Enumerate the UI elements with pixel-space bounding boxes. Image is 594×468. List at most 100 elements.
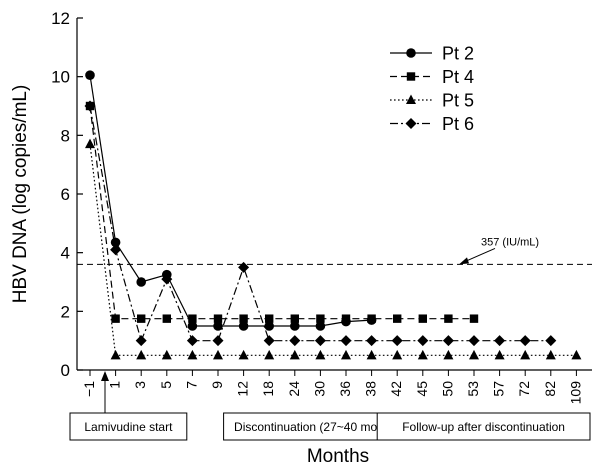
phase-box: Discontinuation (27~40 mo) [223,412,393,441]
data-point [366,335,378,347]
reference-label-arrowhead [459,257,469,265]
reference-label-arrow [462,247,496,263]
data-point [519,335,531,347]
data-point [263,335,275,347]
data-point [341,349,351,360]
x-tick-label: 12 [235,381,251,397]
legend-item: Pt 2 [390,44,474,64]
data-point [571,349,582,360]
data-point [84,100,96,112]
data-point [135,335,147,347]
legend-item: Pt 6 [390,114,474,134]
phase-box: Lamivudine start [69,412,188,441]
legend-label: Pt 4 [442,67,474,87]
x-ticks: −1 1 3 5 7 9 12 18 24 30 36 38 42 45 50 53 57 72 82 109 [81,370,583,404]
data-point [213,349,223,360]
data-point [340,335,352,347]
data-point [110,237,121,248]
y-tick-label: 0 [61,361,70,380]
data-point [213,321,223,331]
data-point [442,335,454,347]
data-point [314,335,326,347]
x-axis-title: Months [307,446,369,467]
data-point [111,314,120,323]
y-tick-label: 4 [61,244,70,263]
data-point [315,321,326,331]
legend-marker [406,94,416,104]
data-point [264,321,275,331]
data-point [391,335,403,347]
data-point [393,314,402,323]
y-tick-label: 6 [61,185,70,204]
legend-label: Pt 6 [442,114,474,134]
data-point [469,349,479,360]
data-point [341,314,351,323]
phase-labels: Lamivudine start Discontinuation (27~40 m… [69,412,591,441]
data-point [238,321,249,331]
x-tick-label: 24 [286,381,302,397]
data-point [162,314,171,323]
data-point [417,349,428,360]
data-point [469,314,479,323]
x-tick-label: 18 [260,381,276,397]
x-tick-label: 50 [439,381,455,397]
series [84,70,582,360]
x-tick-label: 38 [363,381,379,397]
data-point [161,273,173,285]
data-point [188,314,197,323]
x-tick-label: 45 [414,381,430,397]
data-point [366,349,377,360]
data-point [265,314,274,323]
x-tick-label: 30 [311,381,327,397]
reference-layer: 357 (IU/mL) [77,236,592,265]
x-tick-label: 53 [465,381,481,397]
legend-label: Pt 2 [442,44,474,64]
y-axis-title: HBV DNA (log copies/mL) [10,85,31,304]
data-point [186,335,198,347]
data-point [110,244,122,256]
data-point [289,349,300,360]
data-point [137,314,146,323]
reference-line-label: 357 (IU/mL) [481,236,539,248]
series-4 [84,100,557,347]
phase-label: Lamivudine start [84,420,173,434]
legend-marker [406,48,416,58]
series-line [89,144,577,356]
data-point [238,261,250,273]
data-point [392,349,403,360]
data-point [110,349,121,360]
data-point [85,138,95,149]
data-point [85,70,95,80]
phase-label: Discontinuation (27~40 mo) [234,420,381,434]
data-point [161,349,172,360]
x-tick-label: 9 [209,381,225,389]
y-ticks: 0 2 4 6 8 10 12 [51,9,83,380]
data-point [212,335,224,347]
x-tick-label: 1 [107,381,123,389]
series-2 [85,101,479,323]
y-tick-label: 12 [51,9,70,28]
series-line [89,75,372,327]
data-point [444,314,453,323]
legend-label: Pt 5 [442,91,474,111]
data-point [187,349,198,360]
legend-marker [406,72,416,81]
data-point [468,335,480,347]
x-tick-label: 5 [158,381,174,389]
data-point [418,314,427,323]
data-point [239,314,248,323]
x-tick-label: 42 [388,381,404,397]
data-point [136,349,147,360]
x-tick-label: 36 [337,381,353,397]
data-point [367,314,376,323]
data-point [315,349,326,360]
x-tick-label: 72 [516,381,532,397]
data-point [290,314,299,323]
data-point [187,321,198,331]
series-line [89,105,474,320]
series-1 [85,70,377,331]
data-point [443,349,454,360]
y-tick-label: 2 [61,302,70,321]
x-tick-label: 109 [567,381,583,405]
